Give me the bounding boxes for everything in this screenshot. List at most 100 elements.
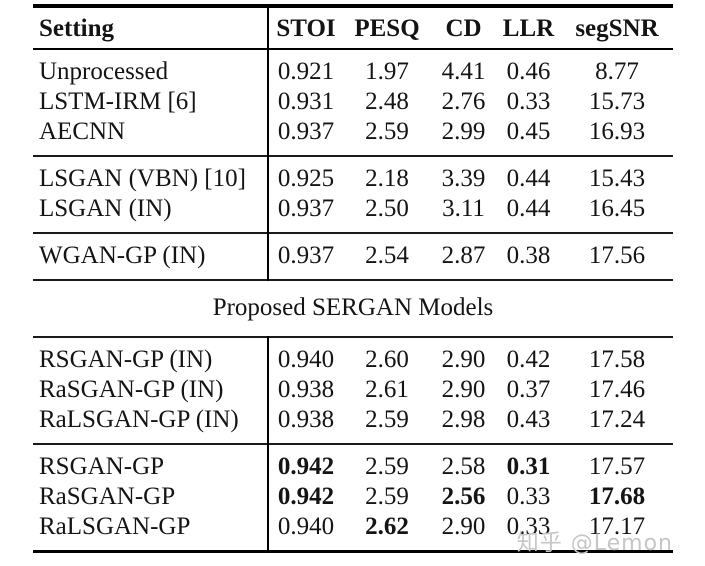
cell-value: 2.59 [365,482,409,510]
cell-value: 0.925 [277,164,335,192]
cell-value: 0.937 [277,194,335,222]
cell-value: 0.938 [277,375,335,403]
cell-value: 17.24 [588,405,646,433]
cell-value: 3.11 [442,194,485,222]
table-row: RSGAN-GP 0.942 2.59 2.58 0.31 17.57 [33,444,673,481]
cell-value: 0.44 [506,164,551,192]
cell-setting: RSGAN-GP [33,444,269,481]
cell-value: 2.59 [365,117,409,145]
cell-value: 17.17 [588,512,646,540]
cell-value: 0.942 [277,482,335,510]
cell-value: 0.44 [506,194,551,222]
cell-setting: RaSGAN-GP [33,481,269,511]
cell-value: 0.43 [506,405,551,433]
cell-value: 17.46 [588,375,646,403]
cell-value: 2.59 [365,405,409,433]
cell-value: 0.45 [506,117,551,145]
column-header-stoi: STOI [276,14,336,42]
section-2: WGAN-GP (IN) 0.937 2.54 2.87 0.38 17.56 [33,233,673,280]
table-row: RaSGAN-GP (IN) 0.938 2.61 2.90 0.37 17.46 [33,374,673,404]
column-header-segsnr: segSNR [575,14,659,42]
table-row: LSGAN (IN) 0.937 2.50 3.11 0.44 16.45 [33,193,673,233]
table-row: RaLSGAN-GP 0.940 2.62 2.90 0.33 17.17 [33,511,673,552]
cell-setting: RaLSGAN-GP (IN) [33,404,269,444]
cell-value: 2.58 [441,452,486,480]
cell-value: 2.90 [441,375,486,403]
cell-value: 0.33 [506,87,551,115]
cell-value: 0.31 [506,452,551,480]
cell-value: 17.57 [588,452,646,480]
cell-value: 2.90 [441,345,486,373]
cell-value: 2.87 [441,241,486,269]
table-row: RaLSGAN-GP (IN) 0.938 2.59 2.98 0.43 17.24 [33,404,673,444]
cell-value: 2.60 [365,345,409,373]
cell-value: 4.41 [441,57,486,85]
column-header-setting: Setting [33,6,269,49]
cell-value: 0.938 [277,405,335,433]
cell-value: 2.76 [441,87,486,115]
cell-value: 17.68 [588,482,646,510]
cell-value: 3.39 [441,164,486,192]
results-table: Setting STOI PESQ CD LLR segSNR Unproces… [33,4,673,553]
cell-value: 2.62 [365,512,409,540]
cell-value: 2.54 [365,241,409,269]
cell-value: 17.56 [588,241,646,269]
cell-value: 0.942 [277,452,335,480]
cell-value: 15.43 [588,164,646,192]
cell-value: 0.37 [506,375,551,403]
cell-value: 0.940 [277,512,335,540]
watermark: 知乎 @Lemon [516,531,673,556]
cell-value: 2.59 [365,452,409,480]
cell-setting: LSGAN (VBN) [10] [33,156,269,193]
cell-value: 15.73 [588,87,646,115]
table-row: RaSGAN-GP 0.942 2.59 2.56 0.33 17.68 [33,481,673,511]
cell-setting: WGAN-GP (IN) [33,233,269,280]
cell-value: 2.50 [365,194,409,222]
cell-value: 2.18 [365,164,409,192]
table-row: RSGAN-GP (IN) 0.940 2.60 2.90 0.42 17.58 [33,337,673,374]
cell-value: 0.940 [277,345,335,373]
section-span-title: Proposed SERGAN Models [212,293,494,321]
cell-value: 2.48 [365,87,409,115]
cell-value: 2.61 [365,375,409,403]
cell-value: 0.38 [506,241,551,269]
cell-value: 8.77 [595,57,639,85]
section-1: LSGAN (VBN) [10] 0.925 2.18 3.39 0.44 15.43 LS… [33,156,673,233]
cell-value: 0.937 [277,117,335,145]
cell-setting: LSGAN (IN) [33,193,269,233]
section-span: Proposed SERGAN Models [33,280,673,337]
table-row: LSGAN (VBN) [10] 0.925 2.18 3.39 0.44 15.43 [33,156,673,193]
cell-setting: AECNN [33,116,269,156]
cell-setting: Unprocessed [33,49,269,86]
table-row: LSTM-IRM [6] 0.931 2.48 2.76 0.33 15.73 [33,86,673,116]
column-header-cd: CD [445,14,482,42]
cell-value: 1.97 [365,57,409,85]
cell-setting: RSGAN-GP (IN) [33,337,269,374]
cell-value: 0.931 [277,87,335,115]
cell-value: 0.921 [277,57,335,85]
cell-value: 2.99 [441,117,486,145]
section-4: RSGAN-GP (IN) 0.940 2.60 2.90 0.42 17.58 RaSGA… [33,337,673,444]
header-row: Setting STOI PESQ CD LLR segSNR [33,6,673,49]
cell-value: 0.937 [277,241,335,269]
cell-value: 16.45 [588,194,646,222]
cell-setting: LSTM-IRM [6] [33,86,269,116]
table-row: WGAN-GP (IN) 0.937 2.54 2.87 0.38 17.56 [33,233,673,280]
column-header-pesq: PESQ [354,14,420,42]
cell-value: 0.33 [506,512,551,540]
cell-value: 16.93 [588,117,646,145]
cell-value: 2.90 [441,512,486,540]
span-title-row: Proposed SERGAN Models [33,280,673,337]
cell-value: 0.33 [506,482,551,510]
cell-value: 0.42 [506,345,551,373]
cell-value: 0.46 [506,57,551,85]
column-header-llr: LLR [502,14,555,42]
cell-value: 17.58 [588,345,646,373]
cell-setting: RaLSGAN-GP [33,511,269,552]
table-header: Setting STOI PESQ CD LLR segSNR [33,6,673,49]
table-row: AECNN 0.937 2.59 2.99 0.45 16.93 [33,116,673,156]
cell-value: 2.98 [441,405,486,433]
section-5: RSGAN-GP 0.942 2.59 2.58 0.31 17.57 RaSGAN-GP 0… [33,444,673,552]
cell-value: 2.56 [441,482,486,510]
cell-setting: RaSGAN-GP (IN) [33,374,269,404]
